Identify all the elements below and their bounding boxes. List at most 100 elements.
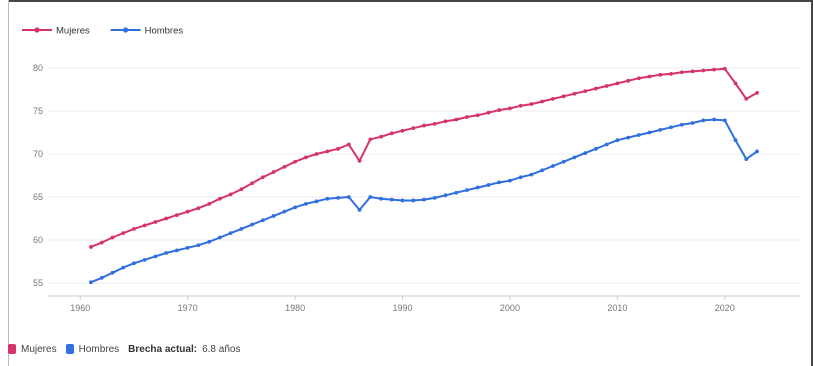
x-tick-label: 1960 xyxy=(70,303,90,313)
data-point-hombres xyxy=(89,280,93,285)
data-point-hombres xyxy=(207,239,212,244)
data-point-hombres xyxy=(712,117,716,122)
data-point-hombres xyxy=(142,257,147,262)
y-tick-label: 80 xyxy=(33,63,43,73)
data-point-mujeres xyxy=(475,113,480,118)
gap-label: Brecha actual: xyxy=(128,343,198,355)
data-point-mujeres xyxy=(250,181,255,186)
data-point-hombres xyxy=(722,118,727,123)
data-point-hombres xyxy=(679,122,684,127)
data-point-hombres xyxy=(153,254,158,259)
data-point-mujeres xyxy=(175,213,179,217)
data-point-hombres xyxy=(518,175,523,180)
data-point-hombres xyxy=(379,196,383,201)
data-point-mujeres xyxy=(303,155,308,160)
data-point-mujeres xyxy=(411,126,416,131)
right-border xyxy=(811,0,813,366)
data-point-mujeres xyxy=(121,231,126,236)
data-point-hombres xyxy=(626,135,631,140)
data-point-hombres xyxy=(121,265,126,270)
y-tick-label: 60 xyxy=(33,235,43,245)
data-point-mujeres xyxy=(99,240,104,245)
data-point-hombres xyxy=(529,172,534,177)
data-point-hombres xyxy=(508,178,512,183)
data-point-mujeres xyxy=(626,78,631,83)
footer-item-hombres[interactable]: Hombres xyxy=(65,343,120,355)
y-tick-label: 75 xyxy=(33,106,43,116)
data-point-hombres xyxy=(647,130,652,135)
data-point-mujeres xyxy=(572,91,577,96)
data-point-hombres xyxy=(604,142,609,147)
data-point-hombres xyxy=(303,202,308,206)
x-tick-label: 2020 xyxy=(715,303,735,313)
data-point-hombres xyxy=(669,125,673,130)
data-point-hombres xyxy=(282,209,287,214)
data-point-mujeres xyxy=(604,84,609,88)
footer-legend: Mujeres Hombres Brecha actual: 6.8 años xyxy=(8,340,240,358)
data-point-hombres xyxy=(658,127,663,132)
data-point-hombres xyxy=(346,195,351,199)
data-point-hombres xyxy=(733,138,738,143)
data-point-hombres xyxy=(497,180,502,185)
data-point-mujeres xyxy=(518,103,523,108)
data-point-hombres xyxy=(636,133,641,137)
data-point-hombres xyxy=(443,193,448,198)
data-point-mujeres xyxy=(744,96,749,101)
data-point-mujeres xyxy=(110,235,115,240)
x-tick-label: 1990 xyxy=(392,303,412,313)
gap-value: 6.8 años xyxy=(202,343,241,355)
data-point-mujeres xyxy=(325,149,330,154)
data-point-hombres xyxy=(357,208,362,212)
data-point-mujeres xyxy=(293,159,297,164)
data-point-mujeres xyxy=(615,81,620,86)
data-point-mujeres xyxy=(593,86,598,91)
data-point-mujeres xyxy=(389,131,394,136)
data-point-mujeres xyxy=(400,128,405,133)
data-point-hombres xyxy=(239,226,244,231)
data-point-hombres xyxy=(475,185,480,190)
legend-marker-mujeres xyxy=(34,27,40,33)
legend-label-mujeres: Mujeres xyxy=(56,26,90,37)
data-point-mujeres xyxy=(260,175,265,180)
data-point-hombres xyxy=(422,197,426,202)
hombres-label: Hombres xyxy=(78,343,120,355)
data-point-mujeres xyxy=(583,89,588,94)
data-point-mujeres xyxy=(346,142,351,147)
y-tick-label: 55 xyxy=(33,278,43,288)
data-point-mujeres xyxy=(196,206,201,211)
data-point-hombres xyxy=(551,164,555,168)
data-point-mujeres xyxy=(690,69,695,74)
data-point-hombres xyxy=(583,151,588,156)
data-point-mujeres xyxy=(755,90,759,95)
footer-item-mujeres[interactable]: Mujeres xyxy=(8,344,57,355)
x-tick-label: 2000 xyxy=(500,303,520,313)
data-point-mujeres xyxy=(89,245,93,249)
data-point-hombres xyxy=(196,243,201,248)
data-point-mujeres xyxy=(422,123,426,128)
data-point-hombres xyxy=(486,183,491,187)
top-border xyxy=(8,0,813,2)
mujeres-label: Mujeres xyxy=(21,343,57,355)
data-point-hombres xyxy=(389,197,394,202)
y-tick-label: 65 xyxy=(33,192,43,202)
data-point-mujeres xyxy=(701,68,706,73)
data-point-mujeres xyxy=(185,209,190,214)
data-point-hombres xyxy=(336,195,340,200)
data-point-hombres xyxy=(411,198,416,203)
data-point-mujeres xyxy=(497,108,502,112)
data-point-mujeres xyxy=(282,164,287,169)
data-point-hombres xyxy=(744,157,749,162)
legend-label-hombres: Hombres xyxy=(145,26,184,37)
data-point-hombres xyxy=(228,231,233,236)
data-point-hombres xyxy=(260,218,265,223)
data-point-mujeres xyxy=(164,216,169,221)
data-point-mujeres xyxy=(465,115,469,119)
data-point-hombres xyxy=(690,121,695,125)
data-point-hombres xyxy=(454,190,459,195)
data-point-mujeres xyxy=(636,76,641,81)
data-point-hombres xyxy=(132,261,136,266)
data-point-mujeres xyxy=(379,134,383,139)
data-point-hombres xyxy=(465,188,469,193)
data-point-hombres xyxy=(325,196,330,201)
data-point-hombres xyxy=(217,235,222,240)
